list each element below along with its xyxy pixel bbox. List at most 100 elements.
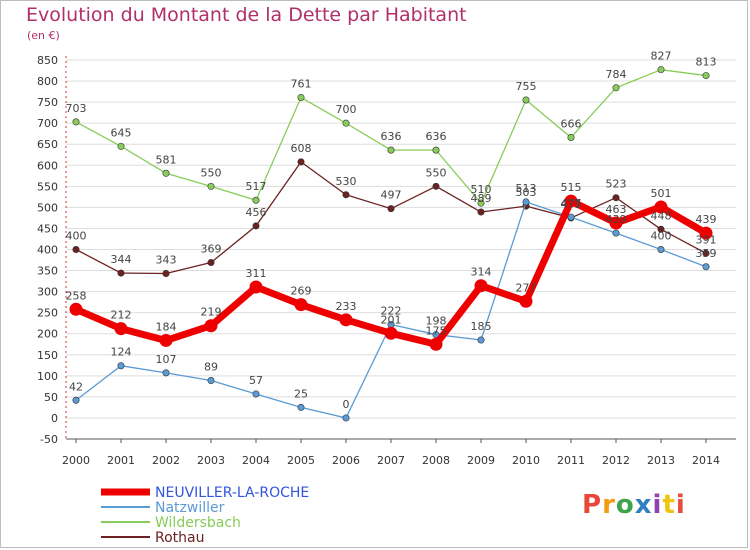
- data-label: 400: [66, 230, 87, 243]
- chart-unit-label: (en €): [27, 29, 60, 42]
- grid: [66, 59, 736, 440]
- data-point: [297, 158, 305, 166]
- data-point: [429, 337, 443, 351]
- data-label: 497: [381, 189, 402, 202]
- y-tick-label: 550: [37, 180, 58, 193]
- data-point: [252, 390, 260, 398]
- data-point: [117, 142, 125, 150]
- data-point: [612, 229, 620, 237]
- x-tick-label: 2010: [512, 454, 540, 467]
- data-label: 25: [294, 387, 308, 400]
- logo-letter: r: [602, 490, 616, 520]
- data-label: 608: [291, 142, 312, 155]
- data-point: [387, 205, 395, 213]
- y-tick-label: 850: [37, 54, 58, 67]
- data-point: [519, 294, 533, 308]
- data-label: 343: [156, 254, 177, 267]
- data-point: [159, 333, 173, 347]
- data-point: [477, 199, 485, 207]
- data-labels: 703 645 581 550 517 761 700 636 636 510 755 666 784 8…: [66, 50, 717, 411]
- series: [69, 66, 713, 422]
- proxiti-logo: Proxiti: [582, 490, 686, 520]
- y-tick-label: 300: [37, 286, 58, 299]
- y-tick-label: -50: [40, 433, 58, 446]
- data-label: 439: [606, 213, 627, 226]
- data-label: 198: [426, 315, 447, 328]
- data-label: 0: [343, 398, 350, 411]
- data-point: [699, 226, 713, 240]
- data-point: [702, 249, 710, 257]
- data-label: 550: [426, 166, 447, 179]
- data-point: [207, 376, 215, 384]
- data-point: [657, 246, 665, 254]
- data-point: [384, 326, 398, 340]
- data-point: [342, 414, 350, 422]
- data-label: 666: [561, 117, 582, 130]
- y-tick-label: 650: [37, 138, 58, 151]
- data-point: [612, 194, 620, 202]
- data-point: [522, 96, 530, 104]
- data-label: 755: [516, 80, 537, 93]
- data-label: 456: [246, 206, 267, 219]
- data-label: 42: [69, 380, 83, 393]
- y-tick-label: 400: [37, 244, 58, 257]
- logo-letter: o: [615, 490, 635, 520]
- data-point: [474, 279, 488, 293]
- logo-letter: P: [582, 490, 603, 520]
- y-tick-label: 350: [37, 265, 58, 278]
- y-tick-label: 150: [37, 349, 58, 362]
- y-tick-label: 450: [37, 222, 58, 235]
- x-tick-label: 2000: [62, 454, 90, 467]
- legend-label: Rothau: [155, 530, 204, 546]
- data-point: [69, 302, 83, 316]
- x-tick-label: 2004: [242, 454, 270, 467]
- data-label: 277: [516, 281, 537, 294]
- data-label: 400: [651, 230, 672, 243]
- data-point: [657, 66, 665, 74]
- x-tick-label: 2007: [377, 454, 405, 467]
- data-label: 636: [426, 130, 447, 143]
- chart-title: Evolution du Montant de la Dette par Hab…: [26, 4, 467, 26]
- x-tick-label: 2014: [692, 454, 720, 467]
- data-label: 439: [696, 213, 717, 226]
- legend-label: Wildersbach: [155, 515, 241, 531]
- data-label: 636: [381, 130, 402, 143]
- data-label: 258: [66, 289, 87, 302]
- x-tick-label: 2009: [467, 454, 495, 467]
- y-tick-label: 800: [37, 75, 58, 88]
- data-point: [72, 246, 80, 254]
- data-label: 784: [606, 68, 627, 81]
- data-label: 124: [111, 346, 132, 359]
- x-tick-label: 2003: [197, 454, 225, 467]
- x-tick-label: 2011: [557, 454, 585, 467]
- data-point: [117, 362, 125, 370]
- logo-letter: t: [662, 490, 676, 520]
- data-point: [657, 225, 665, 233]
- data-label: 391: [696, 233, 717, 246]
- y-tick-label: 600: [37, 159, 58, 172]
- x-tick-label: 2005: [287, 454, 315, 467]
- data-point: [654, 200, 668, 214]
- data-point: [342, 119, 350, 127]
- data-label: 269: [291, 285, 312, 298]
- data-point: [294, 298, 308, 312]
- x-tick-label: 2008: [422, 454, 450, 467]
- data-label: 530: [336, 175, 357, 188]
- data-label: 489: [471, 192, 492, 205]
- data-label: 477: [561, 197, 582, 210]
- data-point: [252, 222, 260, 230]
- data-label: 475: [561, 198, 582, 211]
- y-tick-label: 750: [37, 96, 58, 109]
- data-point: [702, 263, 710, 271]
- x-tick-label: 2001: [107, 454, 135, 467]
- data-label: 219: [201, 306, 222, 319]
- data-point: [297, 403, 305, 411]
- data-point: [162, 369, 170, 377]
- y-tick-label: 100: [37, 370, 58, 383]
- data-point: [207, 182, 215, 190]
- data-point: [162, 270, 170, 278]
- data-label: 201: [381, 313, 402, 326]
- data-point: [297, 93, 305, 101]
- data-label: 827: [651, 50, 672, 63]
